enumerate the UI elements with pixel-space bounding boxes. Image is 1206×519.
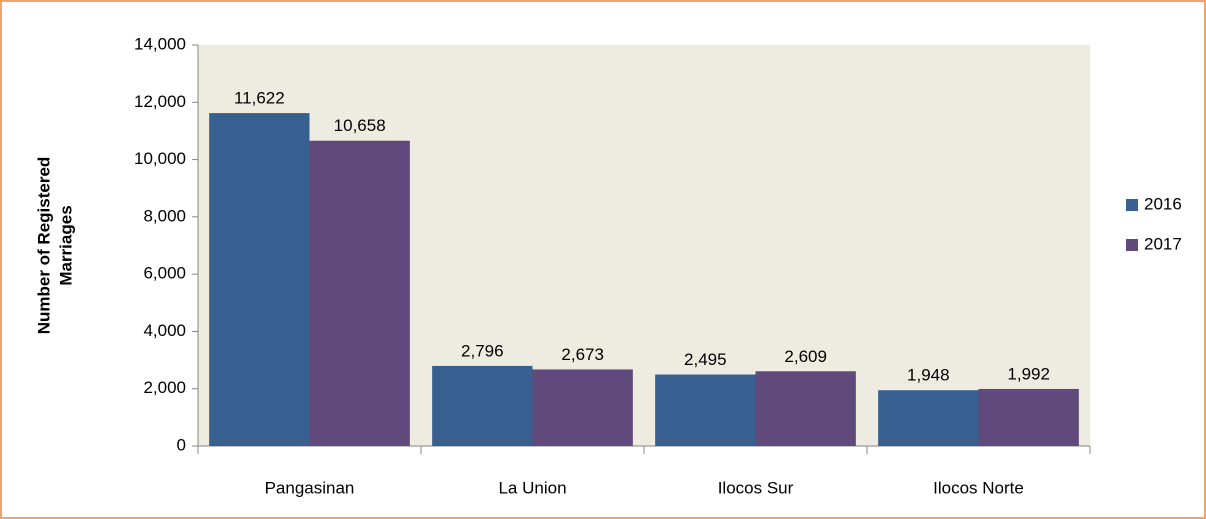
- y-tick-label: 8,000: [143, 206, 186, 225]
- y-tick-label: 6,000: [143, 264, 186, 283]
- bar: [655, 374, 756, 446]
- bar: [532, 369, 633, 446]
- y-tick-label: 0: [177, 435, 186, 454]
- value-label: 11,622: [234, 89, 285, 108]
- y-tick-label: 14,000: [134, 34, 186, 53]
- legend-label: 2017: [1144, 234, 1182, 253]
- x-tick-label: Pangasinan: [265, 478, 355, 497]
- bar: [432, 365, 533, 446]
- bar: [309, 140, 410, 446]
- x-tick-label: Ilocos Sur: [718, 478, 794, 497]
- y-tick-label: 2,000: [143, 378, 186, 397]
- y-axis-title: Marriages: [56, 205, 75, 285]
- x-tick-label: Ilocos Norte: [933, 478, 1024, 497]
- bar: [755, 371, 856, 446]
- y-tick-label: 10,000: [134, 149, 186, 168]
- bar: [878, 390, 979, 446]
- value-label: 1,992: [1007, 364, 1050, 383]
- value-label: 1,948: [907, 366, 950, 385]
- value-label: 2,495: [684, 350, 727, 369]
- y-tick-label: 4,000: [143, 321, 186, 340]
- x-tick-label: La Union: [498, 478, 566, 497]
- value-label: 2,609: [784, 347, 827, 366]
- y-axis-title: Number of Registered: [34, 157, 53, 335]
- bar: [978, 388, 1079, 446]
- legend-swatch: [1126, 199, 1138, 211]
- value-label: 2,796: [461, 341, 504, 360]
- legend-swatch: [1126, 239, 1138, 251]
- value-label: 2,673: [561, 345, 604, 364]
- y-tick-label: 12,000: [134, 92, 186, 111]
- value-label: 10,658: [334, 116, 386, 135]
- legend-label: 2016: [1144, 194, 1182, 213]
- bar: [209, 113, 310, 446]
